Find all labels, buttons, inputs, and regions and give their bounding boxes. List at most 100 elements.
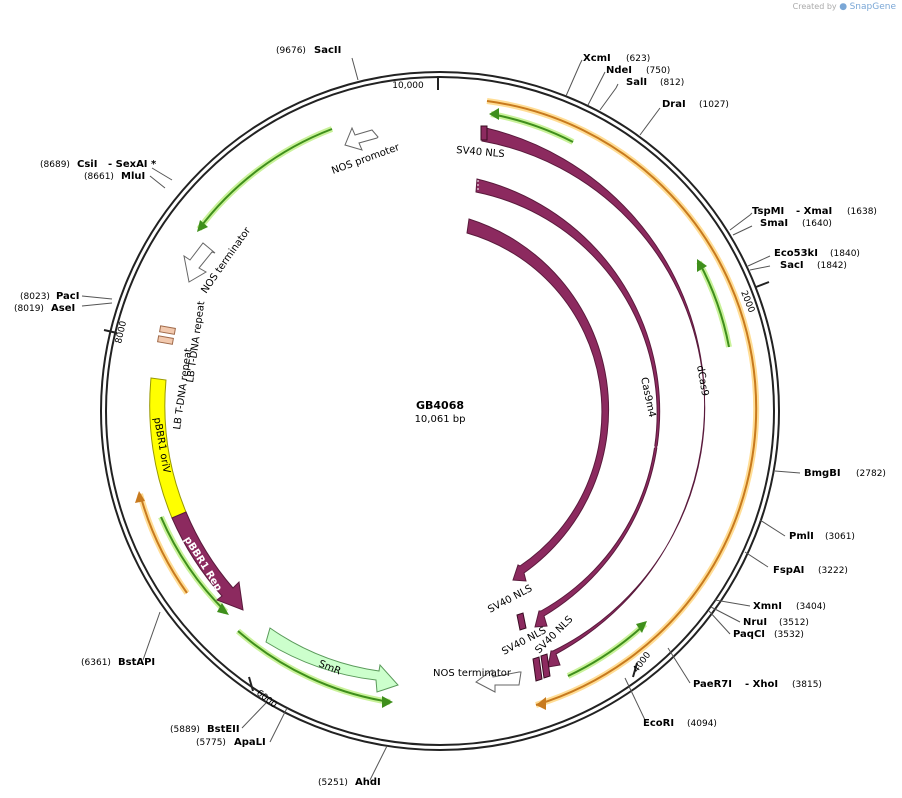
enzyme-xcmi[interactable]: XcmI: [583, 53, 611, 64]
green-arc-bottom: [237, 630, 391, 703]
enzyme-bstapi[interactable]: BstAPI: [118, 657, 155, 668]
green-arc-topleft-head: [197, 220, 208, 232]
snapgene-logo-icon: ●: [839, 2, 848, 12]
enzyme-smai-pos: (1640): [802, 219, 832, 229]
enzyme-csii-pos: (8689): [40, 160, 70, 170]
enzyme-ahdi-pos: (5251): [318, 778, 348, 788]
green-arc-topleft-glow: [196, 126, 334, 231]
tick-label-8000: 8000: [114, 320, 129, 345]
enzyme-xmni-pos: (3404): [796, 602, 826, 612]
cas-arcs: [466, 125, 720, 682]
enzyme-ahdi[interactable]: AhdI: [355, 777, 381, 788]
green-arc-left-head: [217, 603, 229, 615]
green-arc-left: [160, 516, 227, 613]
enzyme-csii[interactable]: CsiI: [77, 159, 97, 170]
enzyme-paqci[interactable]: PaqCI: [733, 629, 765, 640]
backbone-inner: [100, 71, 780, 751]
orange-arc-left: [139, 493, 188, 594]
pbbr1-rep-arrow[interactable]: [171, 511, 244, 611]
enzyme-apali[interactable]: ApaLI: [234, 737, 266, 748]
smr-arrow[interactable]: [265, 627, 399, 693]
enzyme-xcmi-pos: (623): [626, 54, 650, 64]
lb-repeat-2-marker[interactable]: [157, 335, 174, 345]
tick-6000: [248, 676, 254, 692]
enzyme-smai[interactable]: SmaI: [760, 218, 788, 229]
orange-arc-right-glow: [486, 98, 760, 708]
enzyme-xmni[interactable]: XmnI: [753, 601, 782, 612]
enzyme-drai[interactable]: DraI: [662, 99, 686, 110]
green-arcs: [158, 108, 732, 708]
enzyme-pmli-pos: (3061): [825, 532, 855, 542]
orange-arc-right-head: [536, 697, 546, 710]
enzyme-bmgbi-pos: (2782): [856, 469, 886, 479]
watermark-prefix: Created by: [792, 2, 837, 11]
sv40-nls-top-marker[interactable]: [480, 125, 488, 141]
enzyme-sacii[interactable]: SacII: [314, 45, 341, 56]
enzyme-saci-pos: (1842): [817, 261, 847, 271]
green-arc-top-head: [489, 108, 499, 120]
cas9m4-arc[interactable]: [475, 178, 661, 628]
green-arc-right-head: [697, 259, 707, 272]
dcas9-arc[interactable]: [481, 127, 706, 668]
enzyme-bsteii-pos: (5889): [170, 725, 200, 735]
plasmid-name: GB4068: [416, 399, 464, 412]
enzyme-ndei-pos: (750): [646, 66, 670, 76]
sv40-nls-b-marker[interactable]: [532, 656, 543, 682]
tick-8000: [103, 329, 118, 334]
enzyme-saci[interactable]: SacI: [780, 260, 804, 271]
nos-promoter-label: NOS promoter: [330, 142, 402, 177]
enzyme-paer7i-pos: (3815): [792, 680, 822, 690]
enzyme-paqci-pos: (3532): [774, 630, 804, 640]
enzyme-ecori[interactable]: EcoRI: [643, 718, 674, 729]
sv40-nls-top-label: SV40 NLS: [456, 145, 505, 160]
enzyme-labels: XcmI (623) NdeI (750) SalI (812) DraI (1…: [14, 45, 886, 788]
enzyme-fspai[interactable]: FspAI: [773, 565, 804, 576]
green-arc-topleft: [198, 128, 333, 230]
enzyme-sali-pos: (812): [660, 78, 684, 88]
cas9-arc[interactable]: [466, 218, 610, 582]
enzyme-tspmi[interactable]: TspMI: [752, 206, 784, 217]
enzyme-pmli[interactable]: PmlI: [789, 531, 814, 542]
nos-terminator-bottom-arrow[interactable]: [475, 669, 522, 693]
enzyme-paci-pos: (8023): [20, 292, 50, 302]
nos-terminator-top-arrow[interactable]: [183, 242, 216, 283]
enzyme-nrui-pos: (3512): [779, 618, 809, 628]
lb-repeat-1-marker[interactable]: [159, 325, 176, 335]
enzyme-sali[interactable]: SalI: [626, 77, 647, 88]
green-arc-lowright-head: [636, 621, 647, 633]
sv40-nls-a-marker[interactable]: [516, 612, 527, 631]
enzyme-sexai[interactable]: - SexAI *: [108, 159, 157, 170]
enzyme-xmai[interactable]: - XmaI: [796, 206, 832, 217]
enzyme-ndei[interactable]: NdeI: [606, 65, 632, 76]
enzyme-mlui[interactable]: MluI: [121, 171, 145, 182]
enzyme-drai-pos: (1027): [699, 100, 729, 110]
backbone-outer: [105, 76, 775, 746]
tick-2000: [755, 281, 770, 288]
dcas9-label: dCas9: [694, 365, 710, 397]
enzyme-mlui-pos: (8661): [84, 172, 114, 182]
enzyme-nrui[interactable]: NruI: [743, 617, 767, 628]
open-arrows: [183, 126, 522, 693]
enzyme-asei[interactable]: AseI: [51, 303, 75, 314]
enzyme-paci[interactable]: PacI: [56, 291, 79, 302]
sv40-nls-c-marker[interactable]: [540, 653, 551, 679]
enzyme-apali-pos: (5775): [196, 738, 226, 748]
enzyme-asei-pos: (8019): [14, 304, 44, 314]
cas9-label: Cas9: [627, 394, 643, 423]
enzyme-paer7i[interactable]: PaeR7I: [693, 679, 732, 690]
sv40-nls-a-label: SV40 NLS: [486, 583, 534, 615]
enzyme-eco53ki[interactable]: Eco53kI: [774, 248, 818, 259]
enzyme-bsteii[interactable]: BstEII: [207, 724, 240, 735]
green-arc-bottom-head: [382, 696, 393, 708]
plasmid-length: 10,061 bp: [415, 414, 466, 425]
tick-4000: [632, 662, 638, 678]
nos-terminator-top-label: NOS terminator: [199, 225, 253, 296]
enzyme-xhoi[interactable]: - XhoI: [745, 679, 778, 690]
nos-promoter-arrow[interactable]: [344, 126, 379, 151]
tick-marks: 10,000 2000 4000 6000 8000: [103, 76, 770, 711]
enzyme-bstapi-pos: (6361): [81, 658, 111, 668]
enzyme-sacii-pos: (9676): [276, 46, 306, 56]
enzyme-bmgbi[interactable]: BmgBI: [804, 468, 841, 479]
nos-terminator-bottom-label: NOS terminator: [433, 668, 512, 679]
watermark-brand: SnapGene: [849, 2, 896, 12]
